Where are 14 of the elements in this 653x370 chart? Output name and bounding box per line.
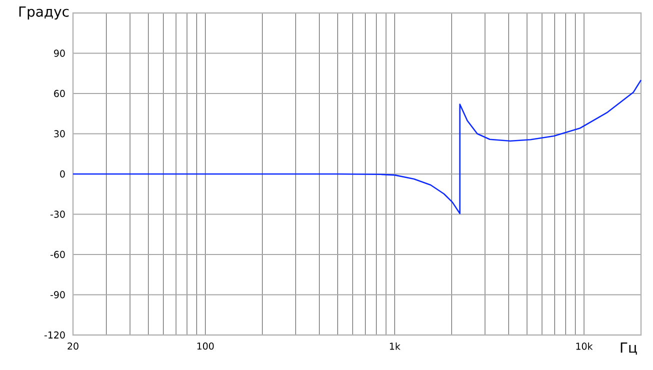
y-tick-label: -60 [50, 250, 65, 258]
y-tick-label: -120 [44, 331, 65, 339]
x-axis-title: Гц [620, 342, 637, 355]
y-tick-label: -90 [50, 291, 65, 298]
y-tick-label: 0 [60, 170, 65, 178]
y-tick-label: 30 [54, 130, 65, 138]
x-tick-label: 1k [390, 342, 400, 350]
y-tick-label: 60 [54, 90, 65, 98]
x-tick-label: 10k [576, 342, 593, 350]
x-tick-label: 100 [197, 342, 214, 350]
y-tick-label: -30 [50, 210, 65, 218]
y-tick-label: 90 [54, 50, 65, 57]
y-axis-title: Градус [19, 6, 69, 20]
x-tick-label: 20 [68, 342, 78, 350]
